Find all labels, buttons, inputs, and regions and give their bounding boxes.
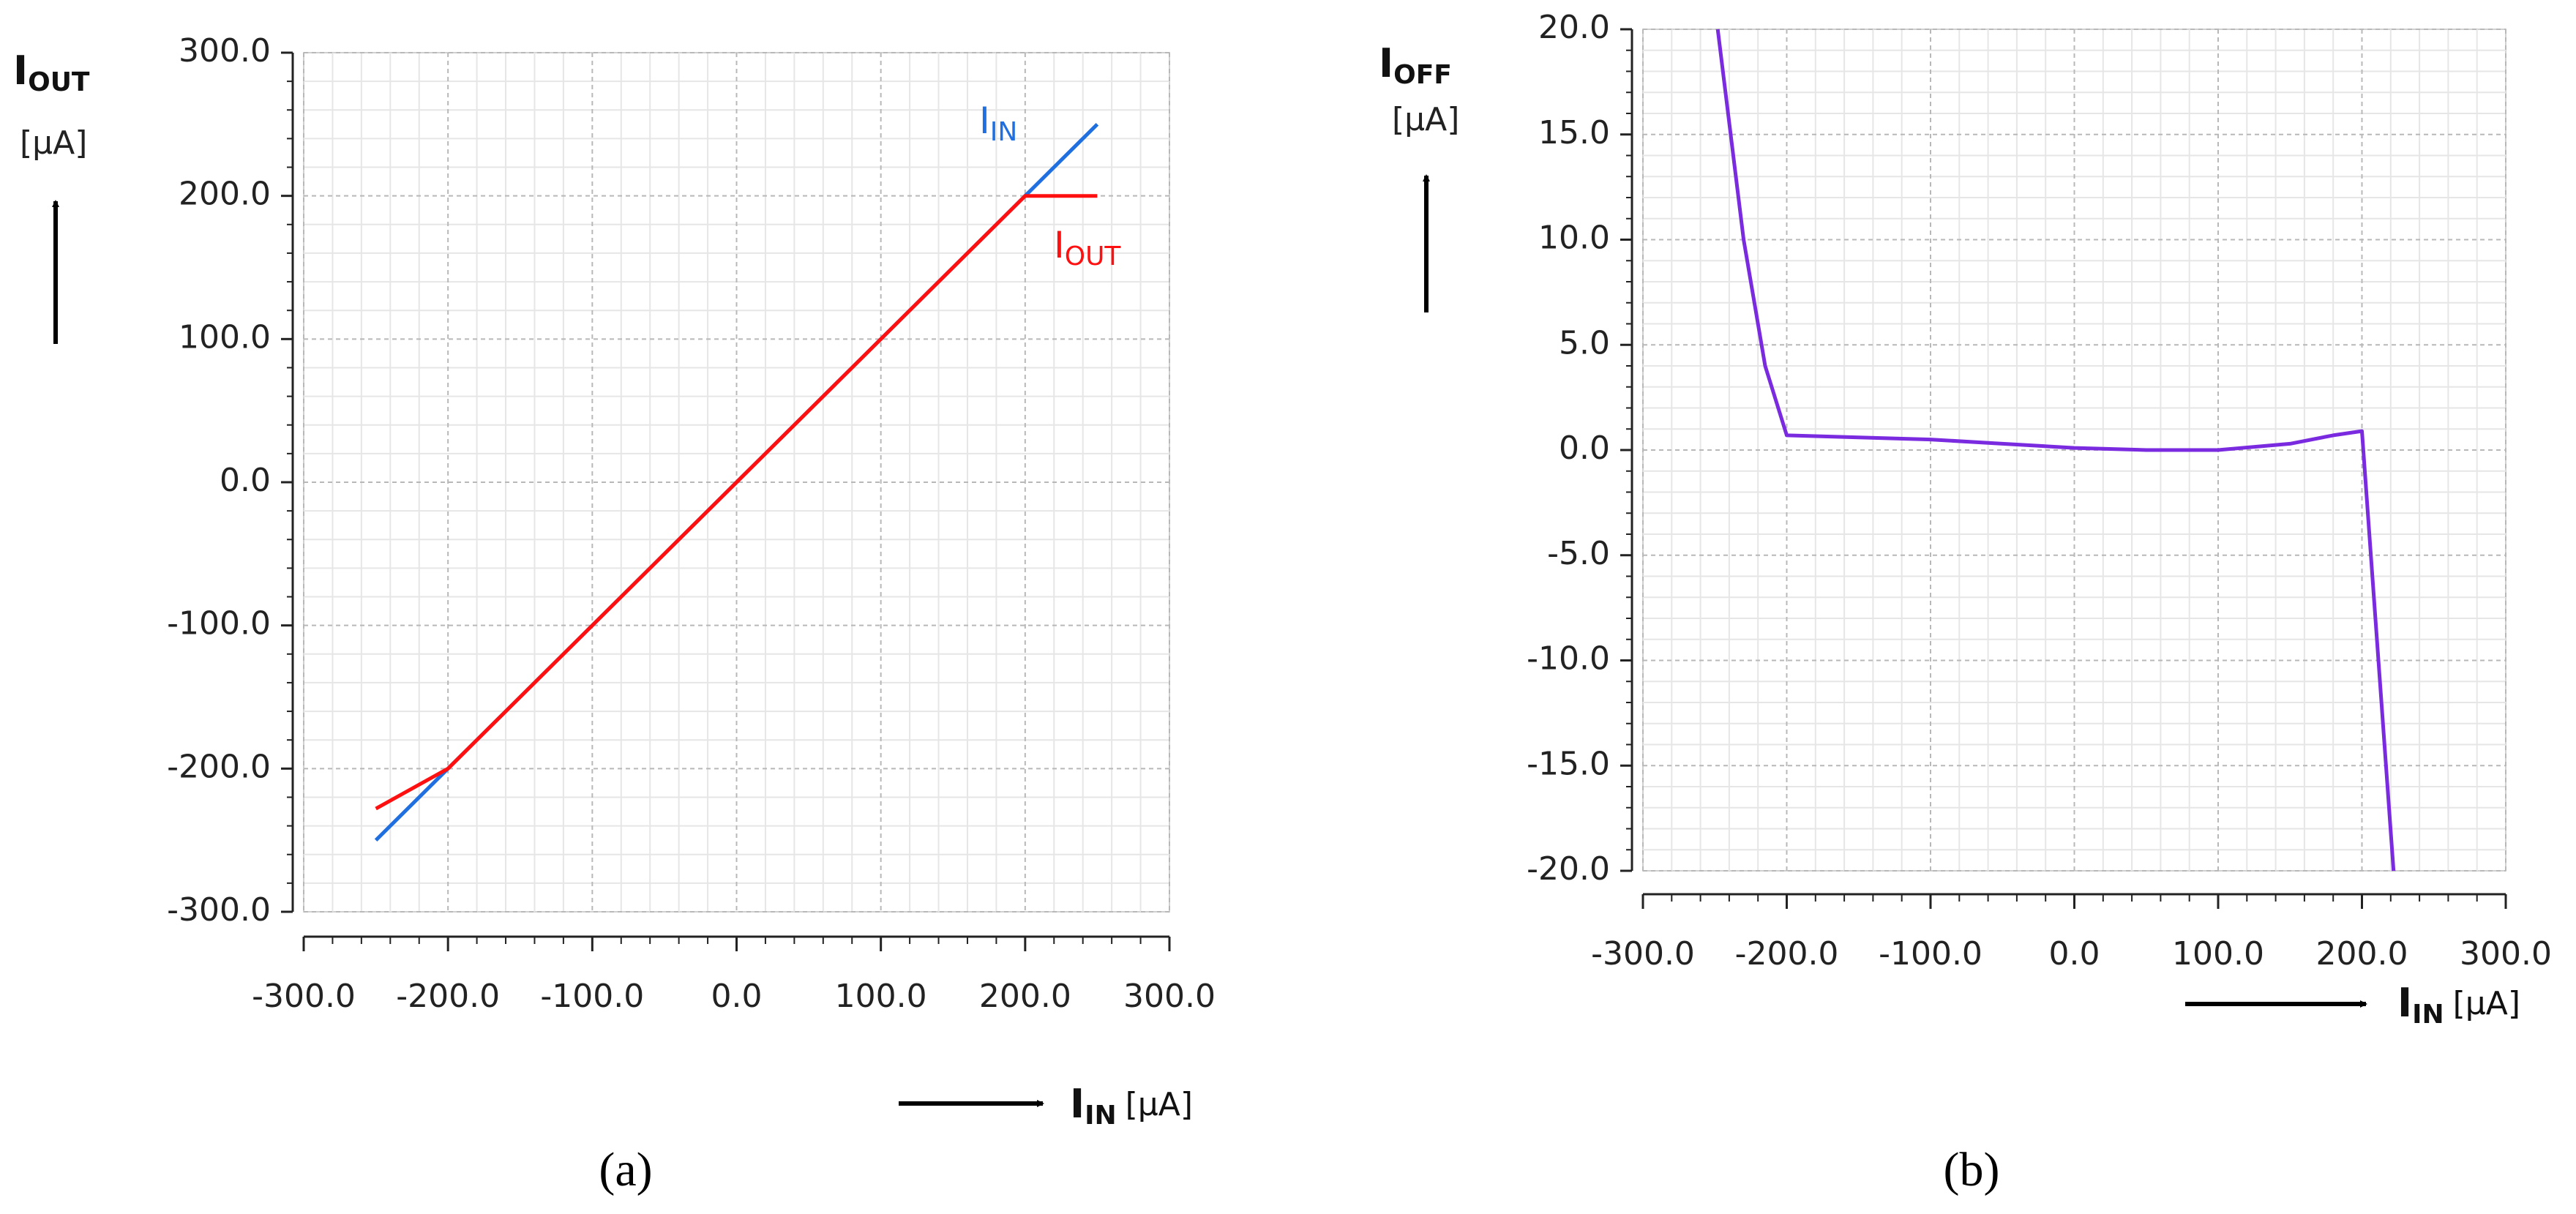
- y-tick-label: 15.0: [1538, 114, 1610, 151]
- y-axis-unit: [µA]: [1392, 101, 1459, 138]
- chart: -20.0 -15.0 -10.0 -5.0 0.0 5.0 10.0 15.0 20.0 -30…: [1379, 9, 2552, 1196]
- series-label-symbol: I: [979, 100, 990, 142]
- x-tick-label: -300.0: [252, 978, 356, 1015]
- x-tick-label: -200.0: [396, 978, 500, 1015]
- y-tick-label: -200.0: [167, 748, 271, 785]
- y-tick-label: -5.0: [1547, 535, 1610, 572]
- x-tick-label: 200.0: [2316, 935, 2408, 973]
- series-line: [1715, 29, 2396, 872]
- y-tick-label: 300.0: [179, 32, 271, 70]
- caption: (a): [599, 1143, 652, 1196]
- y-tick-label: 10.0: [1538, 220, 1610, 257]
- x-tick-label: 100.0: [835, 978, 927, 1015]
- x-tick-label: -100.0: [1879, 935, 1982, 973]
- x-tick-label: 300.0: [1123, 978, 1216, 1015]
- axis-label-sub: IN: [1085, 1101, 1117, 1131]
- x-tick-label: -300.0: [1591, 935, 1695, 973]
- y-axis-unit: [µA]: [20, 124, 87, 162]
- y-tick-label: -10.0: [1527, 640, 1610, 678]
- y-tick-label: 20.0: [1538, 9, 1610, 46]
- x-tick-label: 300.0: [2460, 935, 2552, 973]
- y-tick-label: -100.0: [167, 605, 271, 642]
- x-tick-label: 200.0: [979, 978, 1071, 1015]
- y-tick-label: 0.0: [220, 462, 271, 499]
- x-tick-label: 0.0: [2049, 935, 2100, 973]
- x-tick-label: 0.0: [711, 978, 763, 1015]
- x-tick-label: -100.0: [540, 978, 644, 1015]
- y-tick-label: -300.0: [167, 891, 271, 929]
- axis-label-symbol: I: [13, 48, 28, 94]
- y-tick-label: 5.0: [1559, 324, 1610, 361]
- chart: -300.0 -200.0 -100.0 0.0 100.0 200.0 300.0 -300…: [13, 32, 1216, 1196]
- axis-label: IIN [µA]: [2397, 980, 2520, 1030]
- axis-label-sub: OUT: [28, 67, 90, 97]
- axis-label-sub: OFF: [1393, 60, 1452, 90]
- x-tick-label: 100.0: [2172, 935, 2264, 973]
- y-tick-label: -20.0: [1527, 850, 1610, 888]
- series-label: IOUT: [1054, 224, 1121, 272]
- y-tick-label: 100.0: [179, 318, 271, 356]
- axis-label-unit: [µA]: [1126, 1086, 1193, 1123]
- axis-label: IOFF: [1379, 40, 1452, 90]
- y-tick-label: 0.0: [1559, 430, 1610, 467]
- axis-label-symbol: I: [1070, 1081, 1085, 1127]
- y-tick-label: 200.0: [179, 176, 271, 213]
- series-label-sub: OUT: [1065, 241, 1122, 271]
- series-label-symbol: I: [1054, 224, 1065, 266]
- axis-label: IOUT: [13, 48, 90, 97]
- axis-label-sub: IN: [2412, 1000, 2444, 1030]
- x-tick-label: -200.0: [1735, 935, 1839, 973]
- caption: (b): [1944, 1143, 2000, 1196]
- series-label: IIN: [979, 100, 1017, 148]
- y-tick-label: -15.0: [1527, 745, 1610, 782]
- axis-label-symbol: I: [2397, 980, 2412, 1026]
- axis-label-unit: [µA]: [2453, 985, 2520, 1022]
- axis-label-symbol: I: [1379, 40, 1393, 86]
- axis-label: IIN [µA]: [1070, 1081, 1193, 1131]
- series-label-sub: IN: [990, 117, 1018, 147]
- series-line: [375, 194, 1098, 811]
